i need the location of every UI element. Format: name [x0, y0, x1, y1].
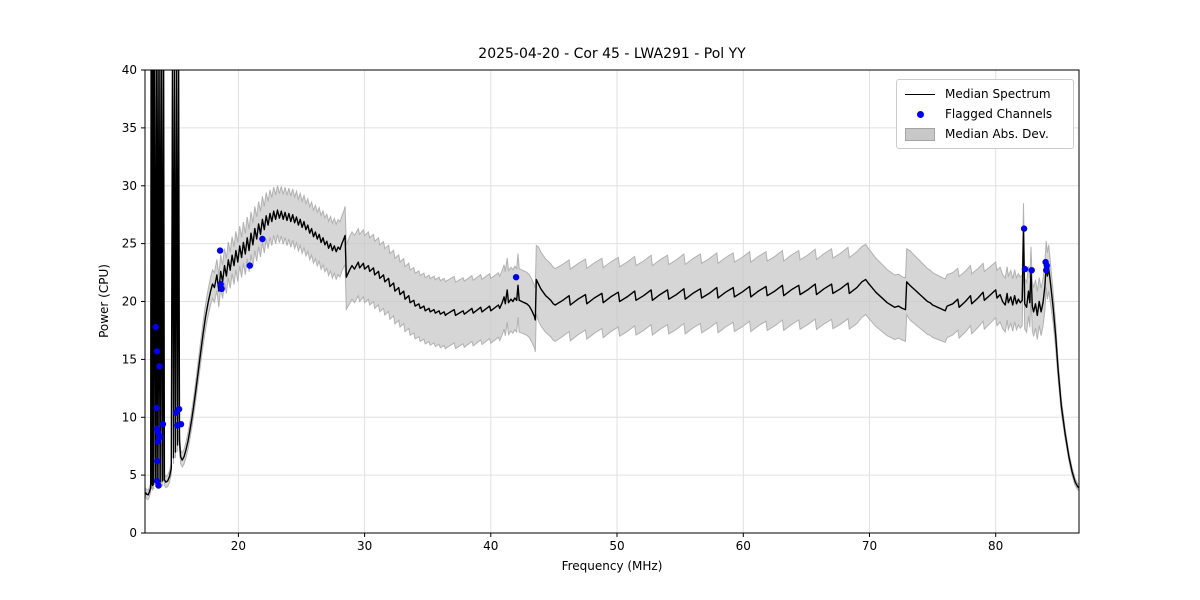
y-tick-label: 0 — [129, 526, 137, 540]
flagged-channel-point — [1043, 262, 1051, 269]
flagged-channel-point — [512, 274, 520, 281]
legend-item-median-spectrum: Median Spectrum — [903, 84, 1067, 104]
y-tick-label: 35 — [122, 121, 137, 135]
x-tick-label: 70 — [862, 539, 877, 553]
x-axis-label: Frequency (MHz) — [561, 559, 663, 573]
legend-label: Flagged Channels — [945, 107, 1053, 121]
x-tick-label: 60 — [736, 539, 751, 553]
median-spectrum-line — [145, 70, 1079, 496]
y-tick-label: 15 — [122, 352, 137, 366]
legend: Median Spectrum Flagged Channels Median … — [896, 79, 1074, 149]
flagged-channel-point — [153, 348, 161, 355]
x-tick-label: 30 — [357, 539, 372, 553]
flagged-channel-point — [1028, 267, 1035, 274]
flagged-channel-point — [152, 323, 159, 331]
legend-item-flagged-channels: Flagged Channels — [903, 104, 1067, 124]
flagged-channel-point — [154, 458, 161, 465]
x-tick-label: 20 — [231, 539, 246, 553]
flagged-channel-point — [216, 247, 224, 254]
flagged-channel-point — [218, 285, 225, 292]
x-tick-label: 50 — [609, 539, 624, 553]
y-tick-label: 40 — [122, 63, 137, 77]
flagged-marker-swatch-icon — [903, 110, 937, 118]
median-line-swatch-icon — [903, 93, 937, 95]
flagged-channel-point — [159, 421, 167, 428]
flagged-channel-point — [1021, 265, 1029, 273]
y-tick-label: 30 — [122, 179, 137, 193]
flagged-channel-point — [154, 438, 162, 445]
flagged-channel-point — [155, 482, 162, 489]
flagged-channel-point — [246, 262, 253, 269]
chart-title: 2025-04-20 - Cor 45 - LWA291 - Pol YY — [478, 46, 746, 62]
flagged-channel-point — [153, 404, 160, 412]
flagged-channel-point — [1020, 225, 1028, 232]
legend-label: Median Spectrum — [945, 87, 1051, 101]
mad-band-swatch-icon — [903, 127, 937, 141]
y-tick-label: 25 — [122, 237, 137, 251]
flagged-channel-point — [175, 405, 183, 413]
x-tick-label: 80 — [988, 539, 1003, 553]
legend-label: Median Abs. Dev. — [945, 127, 1049, 141]
flagged-channel-point — [177, 421, 185, 428]
mad-band — [145, 70, 1079, 501]
flagged-channel-point — [156, 363, 163, 370]
x-tick-label: 40 — [483, 539, 498, 553]
flagged-channel-point — [259, 235, 266, 243]
y-tick-label: 5 — [129, 468, 137, 482]
y-tick-label: 10 — [122, 410, 137, 424]
legend-item-median-abs-dev: Median Abs. Dev. — [903, 124, 1067, 144]
y-axis-label: Power (CPU) — [97, 264, 111, 338]
y-tick-label: 20 — [122, 295, 137, 309]
